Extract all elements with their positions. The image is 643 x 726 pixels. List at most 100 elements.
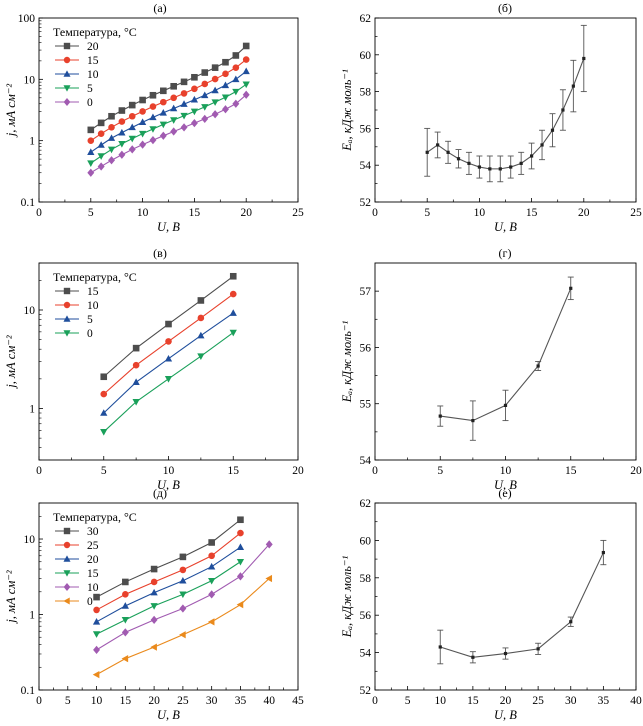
- series-line: [96, 561, 241, 635]
- data-point: [118, 118, 126, 125]
- data-point: [170, 127, 178, 136]
- data-point: [128, 112, 136, 120]
- data-point: [232, 52, 240, 59]
- data-point: [197, 331, 205, 339]
- y-tick-label: 57: [360, 286, 372, 298]
- panel-label: (г): [499, 246, 512, 260]
- data-series-15: [92, 558, 245, 638]
- series-line: [90, 45, 247, 131]
- data-point: [201, 69, 209, 76]
- legend-marker: [63, 527, 71, 535]
- legend-label: 15: [87, 568, 99, 580]
- data-point: [150, 615, 158, 624]
- legend: Температура, °C 15 10 5 0: [53, 270, 137, 340]
- data-point: [138, 130, 147, 138]
- data-point: [93, 606, 100, 614]
- y-tick-label: 1: [29, 610, 35, 622]
- data-point: [208, 562, 216, 570]
- legend-label: 10: [87, 300, 99, 312]
- data-point: [179, 604, 187, 613]
- data-series-20: [92, 543, 245, 625]
- data-series: [437, 539, 607, 665]
- data-point: [569, 286, 573, 290]
- x-tick-label: 25: [292, 207, 304, 219]
- data-point: [211, 75, 219, 83]
- x-tick-label: 15: [189, 207, 201, 219]
- y-axis-label: Eₐ, кДж моль⁻¹: [340, 556, 354, 639]
- data-series-15: [100, 272, 237, 381]
- data-series-10: [100, 290, 237, 398]
- data-series: [437, 276, 574, 441]
- x-tick-label: 5: [424, 207, 430, 219]
- y-tick-label: 56: [360, 610, 372, 622]
- data-point: [561, 108, 565, 112]
- data-point: [160, 87, 167, 95]
- legend-marker: [63, 541, 71, 549]
- y-tick-label: 100: [18, 13, 36, 25]
- data-point: [503, 403, 508, 408]
- data-point: [242, 90, 250, 99]
- data-point: [150, 578, 158, 586]
- x-tick-label: 0: [372, 695, 378, 707]
- data-point: [190, 95, 199, 103]
- data-point: [229, 272, 237, 280]
- y-tick-label: 58: [360, 87, 372, 99]
- data-point: [128, 101, 136, 109]
- y-tick-label: 1: [29, 403, 35, 415]
- data-point: [425, 150, 429, 154]
- data-point: [536, 364, 540, 368]
- data-point: [229, 290, 237, 298]
- data-point: [208, 552, 215, 560]
- data-point: [190, 108, 199, 116]
- data-point: [159, 121, 167, 129]
- legend-marker: [63, 330, 71, 337]
- data-point: [165, 320, 172, 328]
- data-point: [170, 117, 178, 124]
- data-point: [509, 165, 513, 169]
- x-tick-label: 0: [36, 465, 42, 477]
- data-point: [180, 100, 188, 107]
- data-point: [100, 390, 108, 398]
- data-point: [179, 591, 187, 599]
- data-point: [229, 309, 237, 316]
- data-point: [446, 150, 450, 154]
- data-point: [97, 153, 105, 160]
- data-point: [265, 574, 273, 583]
- data-point: [121, 617, 129, 624]
- x-tick-label: 10: [137, 207, 149, 219]
- x-tick-label: 20: [292, 465, 304, 477]
- plot-frame: [374, 502, 637, 691]
- data-series-0: [87, 90, 250, 177]
- data-point: [201, 104, 209, 111]
- data-point: [550, 128, 555, 132]
- data-point: [180, 90, 188, 97]
- data-point: [122, 578, 129, 586]
- data-point: [237, 529, 244, 537]
- data-point: [149, 91, 157, 99]
- data-point: [211, 99, 219, 106]
- x-tick-label: 15: [467, 695, 479, 707]
- data-point: [601, 550, 605, 555]
- x-axis-label: U, В: [494, 478, 517, 492]
- data-series-5: [87, 81, 250, 167]
- y-tick-label: 60: [360, 50, 372, 62]
- data-point: [265, 540, 273, 549]
- y-axis-label: j, мА см⁻²: [4, 570, 18, 625]
- data-point: [191, 85, 198, 93]
- x-tick-label: 0: [36, 695, 42, 707]
- data-point: [582, 56, 586, 61]
- legend-marker: [63, 597, 70, 605]
- legend-marker: [63, 56, 71, 64]
- data-point: [242, 81, 250, 89]
- data-series: [424, 24, 587, 183]
- x-tick-label: 15: [565, 465, 577, 477]
- y-tick-label: 10: [24, 74, 36, 86]
- data-series-0: [100, 329, 237, 436]
- y-tick-label: 54: [360, 648, 372, 660]
- data-point: [100, 428, 108, 436]
- data-point: [471, 419, 475, 423]
- data-point: [87, 160, 95, 167]
- legend-label: 25: [87, 540, 99, 552]
